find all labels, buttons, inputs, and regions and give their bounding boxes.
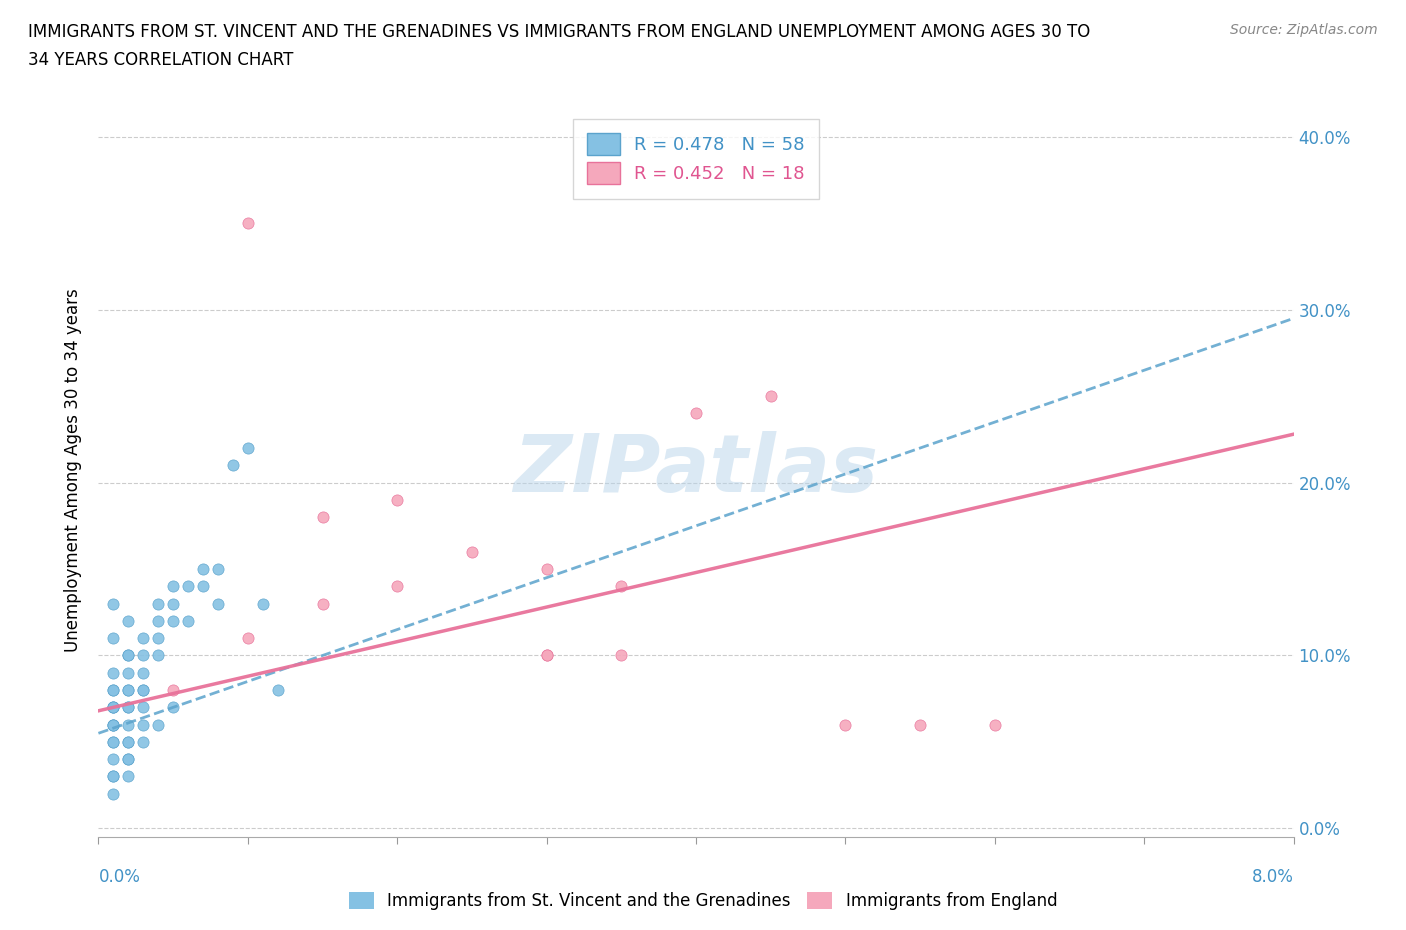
Point — [311, 596, 333, 611]
Point — [132, 665, 155, 680]
Point — [117, 700, 139, 715]
Point — [117, 700, 139, 715]
Point — [148, 648, 170, 663]
Point — [311, 510, 333, 525]
Point — [162, 683, 184, 698]
Point — [222, 458, 245, 472]
Point — [103, 717, 125, 732]
Point — [132, 648, 155, 663]
Text: ZIPatlas: ZIPatlas — [513, 431, 879, 509]
Legend: Immigrants from St. Vincent and the Grenadines, Immigrants from England: Immigrants from St. Vincent and the Gren… — [342, 885, 1064, 917]
Point — [162, 700, 184, 715]
Point — [236, 631, 259, 645]
Point — [132, 717, 155, 732]
Point — [984, 717, 1007, 732]
Point — [117, 683, 139, 698]
Point — [267, 683, 290, 698]
Point — [103, 735, 125, 750]
Text: IMMIGRANTS FROM ST. VINCENT AND THE GRENADINES VS IMMIGRANTS FROM ENGLAND UNEMPL: IMMIGRANTS FROM ST. VINCENT AND THE GREN… — [28, 23, 1091, 41]
Point — [103, 751, 125, 766]
Point — [117, 751, 139, 766]
Point — [103, 665, 125, 680]
Point — [536, 648, 558, 663]
Point — [103, 700, 125, 715]
Point — [117, 648, 139, 663]
Point — [132, 683, 155, 698]
Point — [103, 700, 125, 715]
Point — [132, 631, 155, 645]
Point — [117, 683, 139, 698]
Point — [908, 717, 931, 732]
Point — [252, 596, 274, 611]
Point — [759, 389, 782, 404]
Point — [103, 631, 125, 645]
Point — [191, 578, 214, 593]
Point — [177, 578, 200, 593]
Text: Source: ZipAtlas.com: Source: ZipAtlas.com — [1230, 23, 1378, 37]
Point — [148, 596, 170, 611]
Point — [207, 562, 229, 577]
Point — [834, 717, 856, 732]
Point — [103, 735, 125, 750]
Point — [207, 596, 229, 611]
Point — [103, 769, 125, 784]
Point — [103, 769, 125, 784]
Point — [385, 578, 409, 593]
Point — [103, 700, 125, 715]
Point — [148, 631, 170, 645]
Point — [132, 700, 155, 715]
Point — [103, 683, 125, 698]
Point — [191, 562, 214, 577]
Point — [177, 614, 200, 629]
Point — [117, 735, 139, 750]
Point — [103, 717, 125, 732]
Point — [148, 717, 170, 732]
Point — [132, 735, 155, 750]
Point — [117, 614, 139, 629]
Text: 8.0%: 8.0% — [1251, 868, 1294, 885]
Text: 0.0%: 0.0% — [98, 868, 141, 885]
Point — [162, 614, 184, 629]
Point — [117, 648, 139, 663]
Point — [132, 683, 155, 698]
Point — [385, 493, 409, 508]
Y-axis label: Unemployment Among Ages 30 to 34 years: Unemployment Among Ages 30 to 34 years — [65, 287, 83, 652]
Point — [103, 596, 125, 611]
Point — [117, 665, 139, 680]
Point — [103, 683, 125, 698]
Point — [236, 441, 259, 456]
Text: 34 YEARS CORRELATION CHART: 34 YEARS CORRELATION CHART — [28, 51, 294, 69]
Point — [103, 787, 125, 802]
Point — [162, 596, 184, 611]
Point — [162, 578, 184, 593]
Point — [536, 648, 558, 663]
Point — [610, 648, 633, 663]
Legend: R = 0.478   N = 58, R = 0.452   N = 18: R = 0.478 N = 58, R = 0.452 N = 18 — [572, 119, 820, 199]
Point — [610, 578, 633, 593]
Point — [536, 562, 558, 577]
Point — [236, 216, 259, 231]
Point — [148, 614, 170, 629]
Point — [103, 717, 125, 732]
Point — [461, 544, 484, 559]
Point — [117, 769, 139, 784]
Point — [685, 406, 707, 421]
Point — [117, 751, 139, 766]
Point — [117, 717, 139, 732]
Point — [117, 735, 139, 750]
